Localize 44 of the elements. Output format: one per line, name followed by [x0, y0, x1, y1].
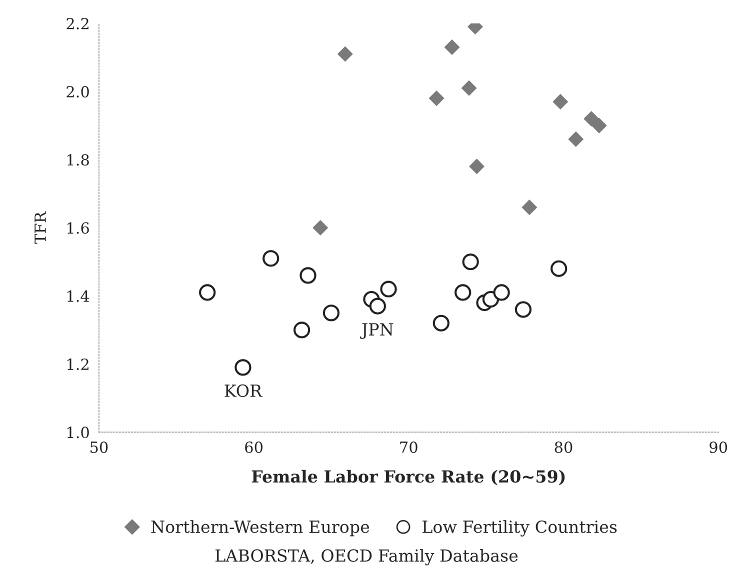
x-axis-title: Female Labor Force Rate (20~59)	[252, 470, 565, 486]
x-tick-label: 60	[245, 441, 263, 454]
point	[514, 301, 532, 318]
point	[428, 90, 444, 106]
annotation: JPN	[360, 323, 394, 339]
y-tick-label: 1.8	[67, 154, 89, 166]
point	[262, 250, 280, 267]
y-axis-title: TFR	[34, 211, 46, 244]
legend-label: Northern-Western Europe	[151, 520, 370, 536]
x-tick-label: 90	[710, 441, 728, 454]
point	[454, 284, 472, 301]
point	[584, 111, 599, 126]
y-tick-label: 1.0	[67, 426, 89, 438]
point	[461, 80, 477, 96]
y-tick-label: 2.2	[66, 18, 88, 30]
point	[552, 94, 568, 110]
point	[293, 322, 310, 338]
legend-label: Low Fertility Countries	[422, 520, 617, 537]
point	[234, 359, 252, 376]
y-tick-label: 1.2	[67, 358, 88, 370]
point	[432, 314, 450, 332]
point	[493, 284, 510, 301]
point	[300, 267, 316, 284]
y-tick-label: 1.6	[67, 222, 89, 234]
annotation: KOR	[224, 384, 262, 397]
point	[444, 40, 460, 55]
y-tick-label: 1.4	[67, 290, 90, 302]
text: LABORSTA, OECD Family Database	[215, 548, 518, 566]
x-tick-label: 50	[90, 441, 108, 454]
point	[380, 280, 397, 298]
point	[469, 158, 484, 174]
x-tick-label: 70	[400, 441, 418, 454]
point	[462, 254, 479, 270]
point	[199, 284, 216, 301]
point	[568, 132, 584, 147]
x-tick-label: 80	[554, 441, 572, 454]
point	[591, 118, 607, 134]
point	[522, 200, 538, 215]
point	[369, 298, 386, 314]
point	[550, 260, 568, 277]
y-tick-label: 2.0	[66, 86, 89, 98]
point	[338, 46, 353, 62]
point	[312, 220, 328, 236]
point	[322, 304, 340, 322]
